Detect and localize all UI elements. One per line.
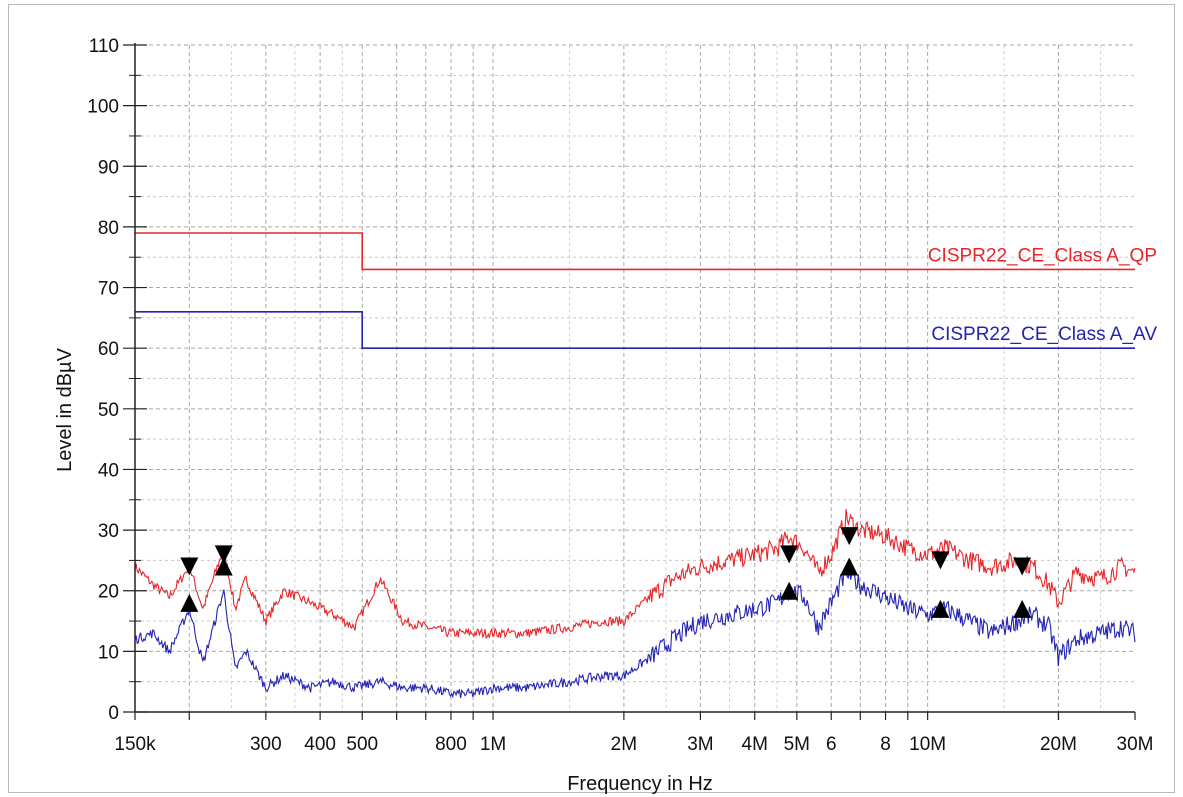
y-tick-label: 0 bbox=[108, 703, 119, 724]
grid-minor bbox=[135, 45, 1135, 712]
marker-peak bbox=[931, 551, 950, 570]
x-tick-label: 800 bbox=[435, 734, 467, 755]
marker-average bbox=[780, 581, 799, 600]
x-tick-label: 2M bbox=[611, 734, 637, 755]
y-tick-label: 100 bbox=[87, 97, 119, 118]
limit-line-av bbox=[135, 310, 1135, 350]
marker-peak bbox=[180, 557, 199, 576]
marker-peak bbox=[214, 545, 233, 564]
axes bbox=[123, 43, 1136, 720]
y-tick-label: 110 bbox=[89, 36, 119, 57]
limit-lines bbox=[135, 232, 1135, 350]
y-tick-label: 40 bbox=[98, 460, 119, 481]
y-tick-label: 20 bbox=[98, 582, 119, 603]
y-axis-title: Level in dBµV bbox=[54, 347, 76, 471]
y-tick-label: 50 bbox=[98, 400, 119, 421]
x-tick-label: 4M bbox=[742, 734, 768, 755]
y-tick-label: 10 bbox=[98, 642, 119, 663]
y-tick-label: 80 bbox=[98, 218, 119, 239]
x-tick-label: 3M bbox=[687, 734, 713, 755]
chart-frame bbox=[8, 4, 1175, 793]
marker-average bbox=[214, 557, 233, 576]
limit-labels: CISPR22_CE_Class A_QP CISPR22_CE_Class A_… bbox=[928, 245, 1157, 345]
y-tick-label: 70 bbox=[98, 279, 119, 300]
measurement-traces bbox=[134, 509, 1136, 699]
marker-average bbox=[840, 557, 859, 576]
tick-labels: 0 10 20 30 40 50 60 70 80 90 100 110 150k 300 400 500 80… bbox=[87, 36, 1153, 755]
x-axis-title: Frequency in Hz bbox=[567, 773, 713, 795]
x-tick-label: 8 bbox=[880, 734, 891, 755]
marker-peak bbox=[780, 545, 799, 564]
y-tick-label: 60 bbox=[98, 339, 119, 360]
limit-line-qp bbox=[135, 232, 1135, 271]
peak-markers bbox=[180, 527, 1032, 618]
trace-peak bbox=[134, 509, 1136, 640]
limit-label-av: CISPR22_CE_Class A_AV bbox=[931, 324, 1157, 345]
x-tick-label: 10M bbox=[909, 734, 946, 755]
x-tick-label: 30M bbox=[1117, 734, 1154, 755]
x-tick-label: 5M bbox=[784, 734, 810, 755]
marker-average bbox=[180, 593, 199, 612]
y-tick-label: 30 bbox=[98, 521, 119, 542]
marker-peak bbox=[1013, 557, 1032, 576]
marker-peak bbox=[840, 527, 859, 546]
trace-average bbox=[134, 565, 1136, 699]
x-tick-label: 500 bbox=[346, 734, 378, 755]
x-tick-label: 150k bbox=[114, 734, 156, 755]
x-tick-label: 300 bbox=[250, 734, 282, 755]
x-tick-label: 1M bbox=[480, 734, 506, 755]
marker-average bbox=[1013, 599, 1032, 618]
x-tick-label: 400 bbox=[304, 734, 336, 755]
marker-average bbox=[931, 599, 950, 618]
limit-label-qp: CISPR22_CE_Class A_QP bbox=[928, 245, 1157, 266]
y-tick-label: 90 bbox=[98, 157, 119, 178]
x-tick-label: 20M bbox=[1040, 734, 1077, 755]
x-tick-label: 6 bbox=[826, 734, 837, 755]
